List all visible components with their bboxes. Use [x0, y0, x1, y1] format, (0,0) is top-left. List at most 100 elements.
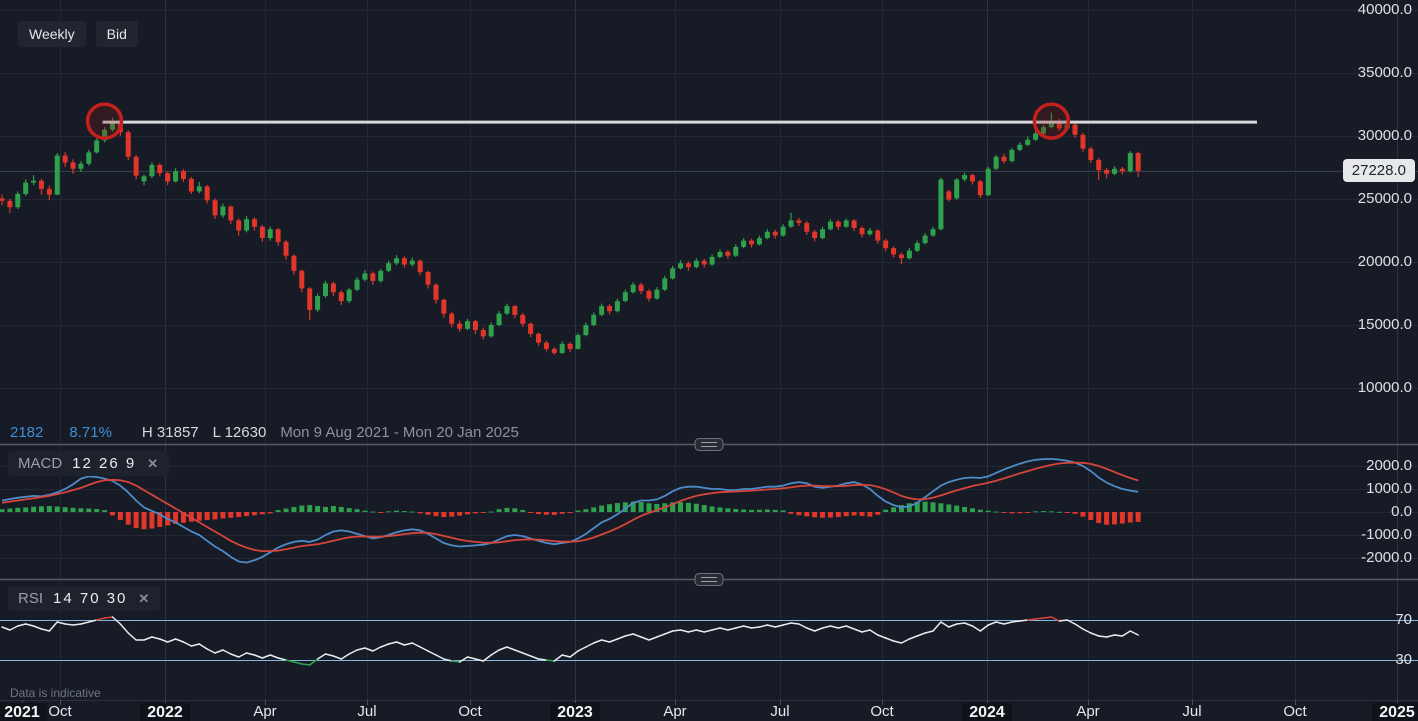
candle: [1119, 166, 1125, 175]
candle: [977, 180, 983, 198]
candle: [70, 159, 76, 174]
candle: [1127, 151, 1133, 173]
rsi-indicator-label[interactable]: RSI 14 70 30 ✕: [8, 586, 161, 611]
macd-indicator-label[interactable]: MACD 12 26 9 ✕: [8, 451, 170, 476]
candle: [741, 238, 747, 249]
candle: [322, 280, 328, 298]
macd-axis-tick: 1000.0: [1366, 480, 1412, 497]
rsi-close-icon[interactable]: ✕: [138, 590, 150, 606]
rsi-axis-tick: 30: [1395, 651, 1412, 668]
price-axis-tick: 25000.0: [1357, 190, 1412, 207]
candle: [701, 258, 707, 268]
time-axis-label[interactable]: Apr: [663, 703, 687, 720]
change-percent: 8.71%: [69, 424, 112, 441]
time-axis-label[interactable]: Jul: [770, 703, 790, 720]
candle: [622, 289, 628, 303]
time-axis-label[interactable]: Oct: [48, 703, 72, 720]
price-axis-tick: 35000.0: [1357, 64, 1412, 81]
candle: [630, 282, 636, 294]
price-type-button[interactable]: Bid: [95, 21, 138, 47]
candle: [251, 217, 257, 231]
candle: [1096, 158, 1102, 181]
time-axis-label[interactable]: Oct: [1283, 703, 1307, 720]
time-axis-label[interactable]: Apr: [1076, 703, 1100, 720]
rsi-axis-tick: 70: [1395, 611, 1412, 628]
candle: [1072, 122, 1078, 138]
macd-close-icon[interactable]: ✕: [147, 455, 159, 471]
stats-bar: 2182 8.71% H 31857 L 12630 Mon 9 Aug 202…: [10, 424, 519, 441]
candle: [315, 293, 321, 312]
candle: [662, 275, 668, 291]
candle: [465, 318, 471, 331]
candle: [883, 238, 889, 252]
candle: [725, 250, 731, 259]
candle: [378, 268, 384, 283]
candle: [46, 185, 52, 201]
candle: [993, 154, 999, 171]
price-axis-tick: 40000.0: [1357, 1, 1412, 18]
candle: [220, 203, 226, 218]
candle: [180, 168, 186, 182]
timeframe-button[interactable]: Weekly: [18, 21, 86, 47]
candle: [780, 224, 786, 237]
candle: [614, 298, 620, 313]
macd-resize-handle[interactable]: [694, 438, 724, 451]
candle: [362, 270, 368, 282]
rsi-resize-handle[interactable]: [694, 573, 724, 586]
candle: [472, 319, 478, 334]
candle: [204, 185, 210, 204]
candle: [859, 226, 865, 238]
time-axis-label[interactable]: 2024: [962, 703, 1012, 721]
time-axis-label[interactable]: 2021: [0, 703, 47, 721]
time-axis-label[interactable]: Oct: [458, 703, 482, 720]
time-axis-label[interactable]: Jul: [357, 703, 377, 720]
date-range: Mon 9 Aug 2021 - Mon 20 Jan 2025: [280, 424, 519, 441]
macd-line: [1, 457, 1139, 564]
candle: [591, 312, 597, 327]
candle: [283, 239, 289, 260]
candle: [575, 333, 581, 350]
candle: [551, 347, 557, 355]
candle: [985, 166, 991, 196]
candle: [898, 252, 904, 264]
candle: [772, 229, 778, 239]
candle: [733, 244, 739, 257]
macd-signal-line: [1, 461, 1139, 552]
macd-axis-tick: -2000.0: [1361, 549, 1412, 566]
candle: [693, 258, 699, 269]
period-low: L 12630: [212, 424, 267, 441]
price-axis-tick: 20000.0: [1357, 253, 1412, 270]
time-axis-label[interactable]: Oct: [870, 703, 894, 720]
candle: [646, 289, 652, 302]
candle: [1017, 142, 1023, 152]
candle: [962, 172, 968, 182]
candle: [38, 178, 44, 195]
candle: [212, 198, 218, 220]
time-axis-label[interactable]: 2023: [550, 703, 600, 721]
time-axis-label[interactable]: Apr: [253, 703, 277, 720]
candle: [764, 229, 770, 240]
watermark: Data is indicative: [10, 686, 101, 700]
time-axis-label[interactable]: 2022: [140, 703, 190, 721]
time-axis-label[interactable]: Jul: [1182, 703, 1202, 720]
candle: [125, 130, 131, 160]
candle: [267, 226, 273, 241]
candle: [354, 277, 360, 291]
candle: [228, 205, 234, 225]
candle: [394, 255, 399, 266]
candle: [149, 162, 155, 179]
vertical-gridlines: [60, 0, 1398, 700]
candle: [307, 287, 313, 320]
candle: [1048, 112, 1054, 129]
time-axis-label[interactable]: 2025: [1372, 703, 1418, 721]
highlight-circle: [85, 102, 124, 140]
candle: [678, 260, 684, 270]
candle: [401, 256, 407, 268]
candle: [196, 181, 202, 194]
candle: [188, 176, 194, 194]
candle: [409, 257, 415, 267]
candle: [717, 249, 723, 259]
candle: [804, 221, 810, 235]
